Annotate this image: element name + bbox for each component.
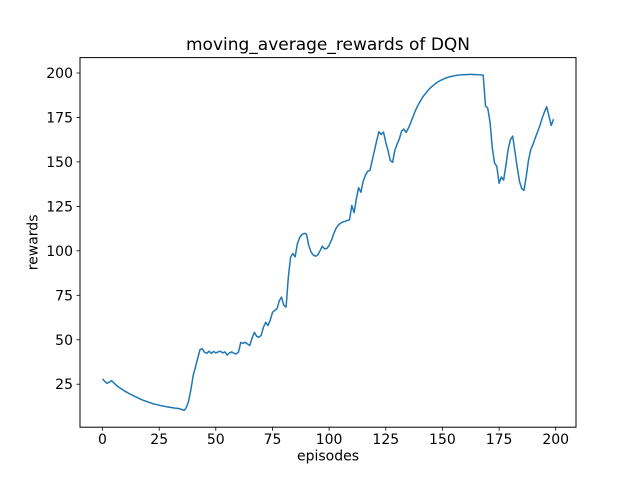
y-tick-label: 50 [55, 333, 73, 349]
x-tick-label: 75 [264, 432, 282, 448]
y-tick-label: 175 [46, 111, 73, 127]
y-tick-label: 100 [46, 244, 73, 260]
x-tick-label: 125 [372, 432, 399, 448]
y-tick-label: 75 [55, 288, 73, 304]
x-tick-label: 25 [150, 432, 168, 448]
y-tick-label: 150 [46, 155, 73, 171]
y-tick-label: 200 [46, 66, 73, 82]
x-tick-label: 100 [316, 432, 343, 448]
x-tick-label: 200 [542, 432, 569, 448]
plot-area-frame [79, 57, 577, 428]
y-tick-label: 125 [46, 199, 73, 215]
y-axis-ticks: 25 50 75 100 125 150 175 200 [46, 66, 80, 393]
chart-title: moving_average_rewards of DQN [186, 35, 470, 55]
x-tick-label: 0 [98, 432, 107, 448]
x-axis-label: episodes [297, 449, 359, 465]
reward-line-series [101, 73, 555, 412]
x-tick-label: 50 [207, 432, 225, 448]
y-tick-label: 25 [55, 377, 73, 393]
x-tick-label: 175 [486, 432, 513, 448]
x-tick-label: 150 [429, 432, 456, 448]
y-axis-label: rewards [26, 215, 42, 271]
x-axis-ticks: 0 25 50 75 100 125 150 175 200 [98, 427, 569, 448]
